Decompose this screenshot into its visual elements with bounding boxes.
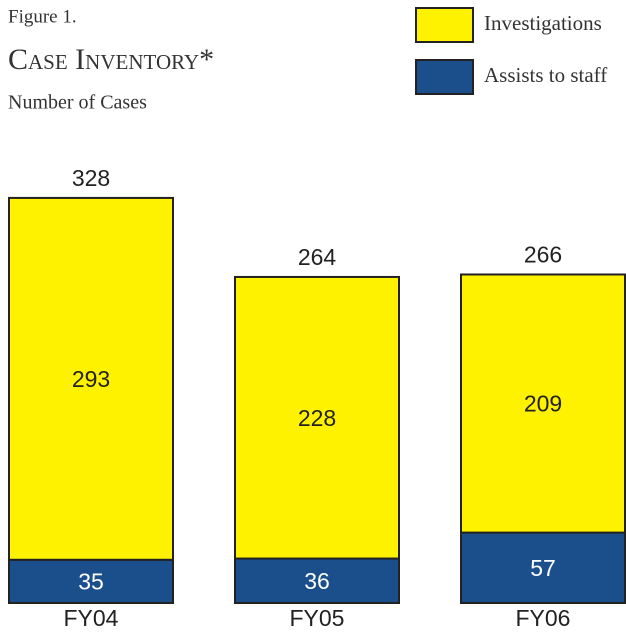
chart-title: Case Inventory* [8, 43, 214, 76]
value-label: 35 [78, 568, 104, 594]
total-label: 264 [298, 244, 337, 270]
legend-swatch [415, 7, 474, 43]
legend-label: Investigations [484, 11, 602, 35]
legend-swatch [415, 59, 474, 95]
figure-label: Figure 1. [8, 6, 77, 27]
bar-segment [460, 531, 626, 604]
total-label: 266 [524, 242, 562, 268]
value-label: 293 [72, 366, 110, 392]
bar-segment [8, 196, 174, 561]
value-label: 209 [524, 391, 562, 417]
x-tick-label: FY06 [516, 605, 571, 631]
x-tick-label: FY05 [290, 605, 345, 631]
bar-segment [8, 558, 174, 605]
chart-subtitle: Number of Cases [8, 92, 147, 114]
value-label: 228 [298, 405, 336, 431]
total-label: 328 [72, 165, 110, 191]
bar-segment [234, 275, 400, 560]
bar-segment [460, 273, 626, 534]
value-label: 57 [530, 555, 556, 581]
legend-label: Assists to staff [484, 63, 607, 87]
x-tick-label: FY04 [64, 605, 119, 631]
value-label: 36 [304, 568, 330, 594]
